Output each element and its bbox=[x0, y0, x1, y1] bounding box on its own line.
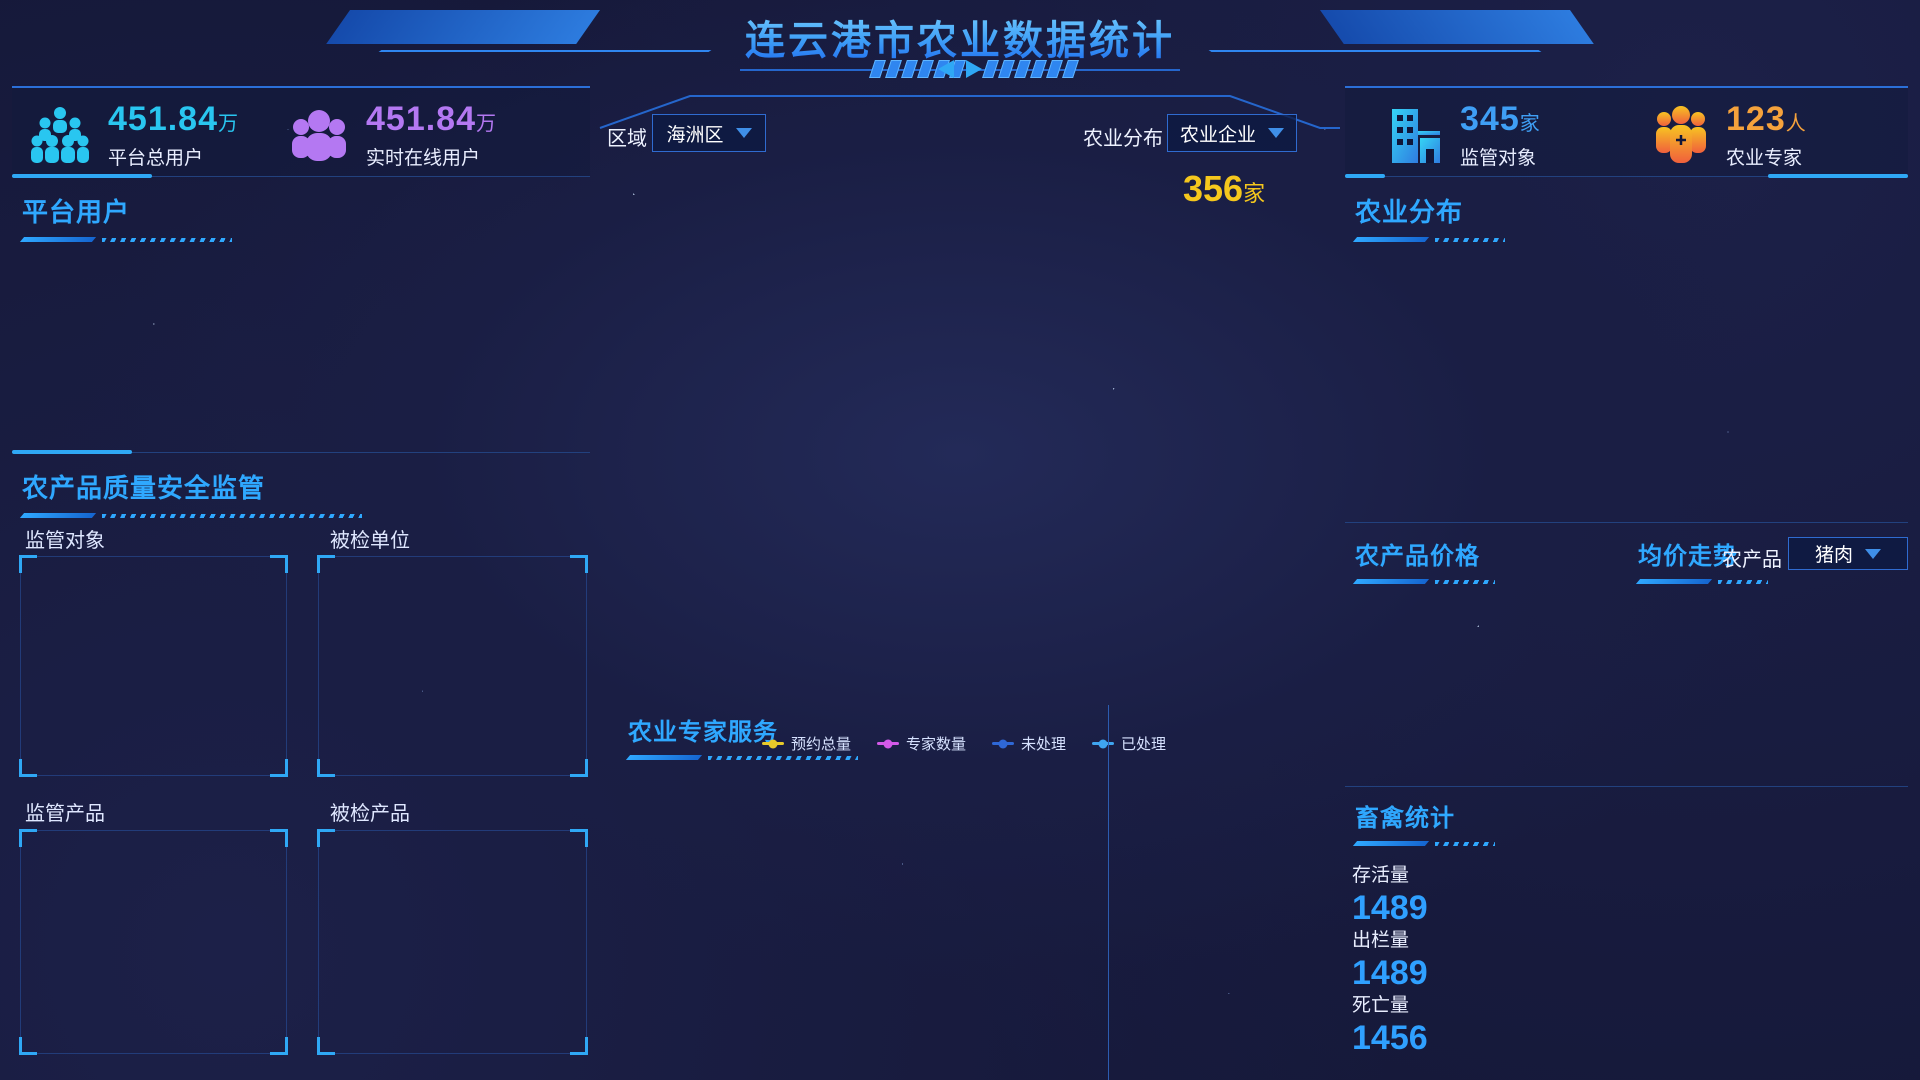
online-users-unit: 万 bbox=[476, 113, 497, 135]
legend-item-handled[interactable]: 已处理 bbox=[1092, 733, 1166, 754]
chevron-down-icon bbox=[1268, 128, 1284, 138]
chart-title-inspected-units: 被检单位 bbox=[330, 530, 410, 552]
legend-item-unhandled[interactable]: 未处理 bbox=[992, 733, 1066, 754]
supervised-objects-stat: 345家 监管对象 bbox=[1388, 100, 1541, 170]
inspected-products-chart bbox=[317, 829, 588, 1055]
expert-service-chart bbox=[600, 760, 1120, 1080]
price-trend-chart bbox=[1624, 585, 1908, 765]
section-title-livestock: 畜禽统计 bbox=[1352, 798, 1495, 847]
agri-experts-value: 123 bbox=[1726, 100, 1786, 138]
agri-experts-label: 农业专家 bbox=[1726, 148, 1803, 169]
header-chevron-right-icon bbox=[966, 60, 982, 78]
experts-icon bbox=[1656, 106, 1706, 163]
section-title-platform-users: 平台用户 bbox=[19, 192, 232, 243]
enterprise-count: 356家 bbox=[1183, 168, 1266, 209]
supervised-objects-value: 345 bbox=[1460, 100, 1520, 138]
agri-filter-label: 农业分布 bbox=[1083, 128, 1163, 150]
agri-experts-unit: 人 bbox=[1785, 113, 1807, 135]
page-title: 连云港市农业数据统计 bbox=[0, 8, 1920, 66]
section-title-quality: 农产品质量安全监管 bbox=[19, 468, 362, 519]
product-select-label: 农产品 bbox=[1722, 549, 1782, 571]
death-stat: 死亡量 1456 bbox=[1352, 995, 1428, 1057]
inspected-units-chart bbox=[317, 555, 588, 777]
livestock-chart bbox=[1435, 893, 1908, 1075]
expert-legend: 预约总量 专家数量 未处理 已处理 bbox=[762, 733, 1166, 754]
online-users-icon bbox=[292, 110, 346, 161]
platform-users-label: 平台总用户 bbox=[108, 148, 204, 169]
section-title-prices: 农产品价格 bbox=[1352, 536, 1495, 585]
slaughter-stat: 出栏量 1489 bbox=[1352, 930, 1428, 992]
buildings-icon bbox=[1392, 109, 1440, 163]
online-users-value: 451.84 bbox=[366, 100, 476, 138]
section-title-distribution: 农业分布 bbox=[1352, 192, 1505, 243]
agri-experts-stat: 123人 农业专家 bbox=[1652, 100, 1807, 170]
section-title-trend: 均价走势 bbox=[1635, 536, 1768, 585]
section-title-expert-service: 农业专家服务 bbox=[625, 712, 858, 761]
supervised-objects-label: 监管对象 bbox=[1460, 148, 1537, 169]
platform-users-value: 451.84 bbox=[108, 100, 218, 138]
region-map[interactable] bbox=[600, 140, 1340, 705]
chart-title-supervise-products: 监管产品 bbox=[25, 803, 105, 825]
platform-users-icon bbox=[31, 107, 89, 163]
region-dropdown[interactable]: 海洲区 bbox=[652, 114, 766, 152]
online-users-stat: 451.84万 实时在线用户 bbox=[288, 100, 497, 170]
chart-title-inspected-products: 被检产品 bbox=[330, 803, 410, 825]
legend-item-experts[interactable]: 专家数量 bbox=[877, 733, 966, 754]
supervised-objects-unit: 家 bbox=[1519, 113, 1541, 135]
agri-filter-dropdown[interactable]: 农业企业 bbox=[1167, 114, 1297, 152]
chevron-down-icon bbox=[1865, 548, 1881, 559]
alive-stat: 存活量 1489 bbox=[1352, 865, 1428, 927]
distribution-rose-chart bbox=[1350, 228, 1910, 474]
header-chevron-left-icon bbox=[938, 60, 954, 78]
legend-item-bookings[interactable]: 预约总量 bbox=[762, 733, 851, 754]
online-users-label: 实时在线用户 bbox=[366, 148, 481, 169]
region-label: 区域 bbox=[607, 128, 647, 150]
chevron-down-icon bbox=[735, 128, 752, 138]
product-dropdown[interactable]: 猪肉 bbox=[1788, 537, 1908, 570]
supervise-products-chart bbox=[19, 829, 288, 1055]
supervise-objects-chart bbox=[19, 555, 288, 777]
platform-users-unit: 万 bbox=[218, 113, 239, 135]
header-wire-decoration bbox=[599, 95, 1340, 129]
chart-title-supervise-objects: 监管对象 bbox=[25, 530, 105, 552]
platform-users-stat: 451.84万 平台总用户 bbox=[28, 100, 239, 170]
